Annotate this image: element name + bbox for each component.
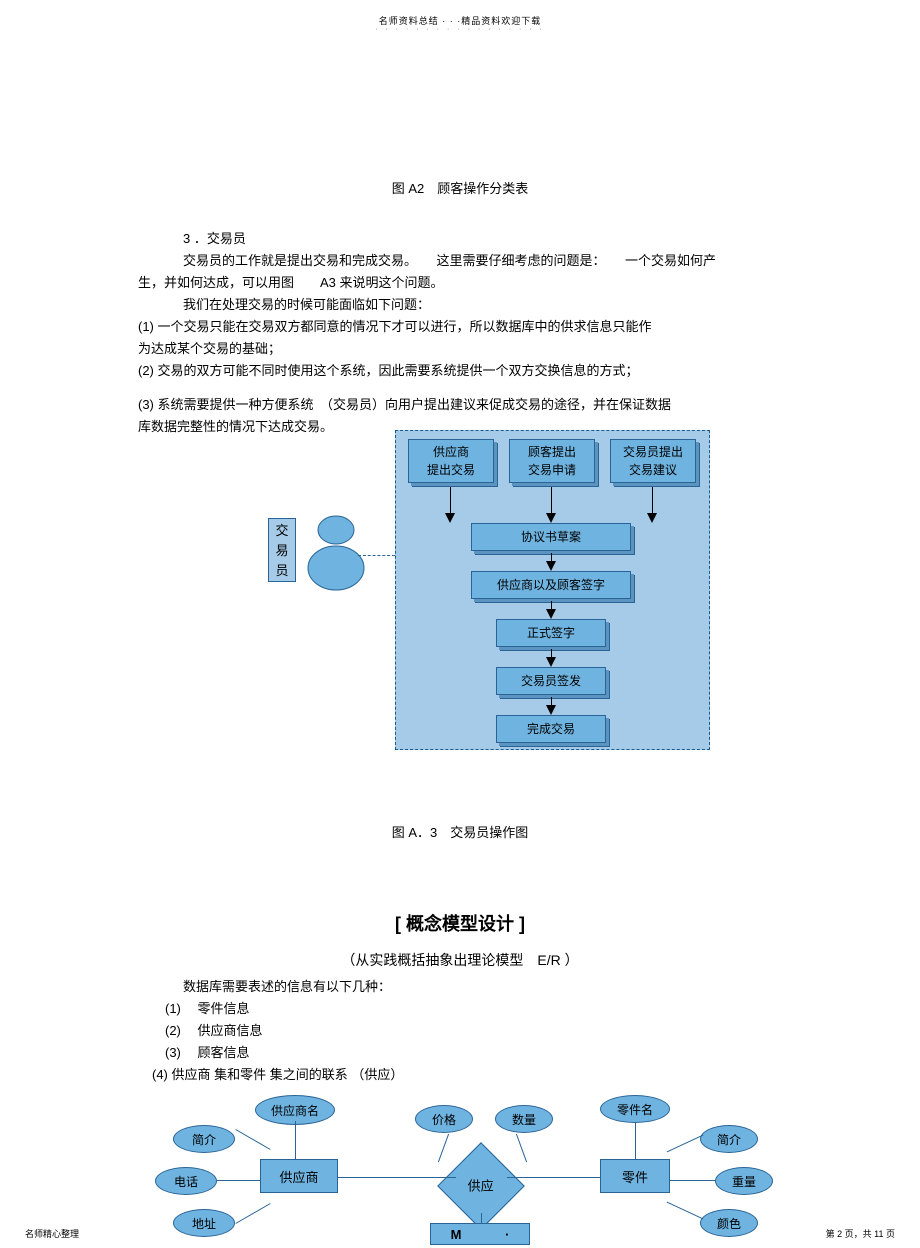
flowchart-container: 供应商 提出交易 顾客提出 交易申请 交易员提出 交易建议 协议书草案 供应商以… [395, 430, 710, 750]
concept-item-2: (2) 供应商信息 [165, 1020, 263, 1042]
er-line [217, 1180, 260, 1181]
er-line [295, 1121, 296, 1159]
concept-intro: 数据库需要表述的信息有以下几种： [183, 976, 391, 998]
flow-top-2-line2: 交易申请 [528, 463, 576, 477]
arrow-down-icon [647, 513, 657, 523]
flow-top-box-2: 顾客提出 交易申请 [509, 439, 595, 483]
para-3: 生，并如何达成，可以用图 A3 来说明这个问题。 [138, 272, 444, 294]
er-attr-address: 地址 [173, 1209, 235, 1237]
er-line [235, 1203, 270, 1224]
er-line [670, 1180, 715, 1181]
er-attr-price: 价格 [415, 1105, 473, 1133]
actor-label-3: 员 [275, 563, 288, 578]
er-relation-supply-label: 供应 [468, 1175, 494, 1194]
flow-top-2-line1: 顾客提出 [528, 445, 576, 459]
er-attr-intro-2: 简介 [700, 1125, 758, 1153]
er-attr-quantity: 数量 [495, 1105, 553, 1133]
para-9: 库数据完整性的情况下达成交易。 [138, 416, 333, 438]
section-subtitle: （从实践概括抽象出理论模型 E/R ） [0, 950, 920, 970]
section-title: [ 概念模型设计 ] [0, 910, 920, 936]
flow-step-3: 正式签字 [496, 619, 606, 647]
figure-a3-title: 图 A．3 交易员操作图 [0, 822, 920, 841]
er-line [338, 1177, 456, 1178]
er-line [667, 1202, 704, 1220]
arrow-down-icon [546, 513, 556, 523]
er-attr-phone: 电话 [155, 1167, 217, 1195]
er-attr-part-name: 零件名 [600, 1095, 670, 1123]
arrow-down-icon [546, 609, 556, 619]
er-attr-weight: 重量 [715, 1167, 773, 1195]
flow-top-box-1: 供应商 提出交易 [408, 439, 494, 483]
actor-connector-line [358, 555, 395, 556]
flow-top-3-line2: 交易建议 [629, 463, 677, 477]
para-1: 3 ．交易员 [183, 228, 246, 250]
para-8: (3) 系统需要提供一种方便系统 （交易员）向用户提出建议来促成交易的途径，并在… [138, 394, 671, 416]
er-entity-supplier: 供应商 [260, 1159, 338, 1193]
er-line [438, 1134, 449, 1163]
er-line [516, 1134, 527, 1163]
para-4: 我们在处理交易的时候可能面临如下问题： [183, 294, 430, 316]
flow-top-3-line1: 交易员提出 [623, 445, 683, 459]
arrow-line [652, 487, 653, 513]
flow-step-5: 完成交易 [496, 715, 606, 743]
er-line [481, 1213, 482, 1223]
arrow-down-icon [546, 657, 556, 667]
er-dot-label: · [505, 1227, 509, 1242]
para-5: (1) 一个交易只能在交易双方都同意的情况下才可以进行，所以数据库中的供求信息只… [138, 316, 652, 338]
para-6: 为达成某个交易的基础； [138, 338, 281, 360]
flow-top-1-line1: 供应商 [433, 445, 469, 459]
er-attr-intro: 简介 [173, 1125, 235, 1153]
concept-item-4: (4) 供应商 集和零件 集之间的联系 （供应） [152, 1064, 403, 1086]
actor-label-2: 易 [275, 543, 288, 558]
er-line [667, 1135, 704, 1153]
arrow-line [551, 487, 552, 513]
er-line [635, 1123, 636, 1159]
actor-container: 交 易 员 [268, 510, 378, 610]
flow-step-1: 协议书草案 [471, 523, 631, 551]
arrow-down-icon [445, 513, 455, 523]
er-line [235, 1129, 270, 1150]
para-2: 交易员的工作就是提出交易和完成交易。 这里需要仔细考虑的问题是： 一个交易如何产 [183, 250, 716, 272]
header-dots: · · · · · · · · · · · · · · · · · [0, 26, 920, 33]
arrow-down-icon [546, 705, 556, 715]
footer-left: 名师精心整理 [25, 1227, 79, 1240]
arrow-down-icon [546, 561, 556, 571]
flow-step-4: 交易员签发 [496, 667, 606, 695]
flow-step-2: 供应商以及顾客签字 [471, 571, 631, 599]
er-line [507, 1177, 600, 1178]
footer-right: 第 2 页，共 11 页 [826, 1227, 895, 1240]
er-m-box: M · [430, 1223, 530, 1245]
arrow-line [450, 487, 451, 513]
concept-item-1: (1) 零件信息 [165, 998, 250, 1020]
figure-a2-title: 图 A2 顾客操作分类表 [0, 178, 920, 197]
actor-box: 交 易 员 [268, 518, 296, 582]
para-7: (2) 交易的双方可能不同时使用这个系统，因此需要系统提供一个双方交换信息的方式… [138, 360, 639, 382]
er-diagram-container: 供应商名 简介 电话 地址 供应商 价格 数量 供应 M · 零件 零件名 简介… [155, 1095, 785, 1245]
flow-top-box-3: 交易员提出 交易建议 [610, 439, 696, 483]
actor-figure-icon [296, 510, 386, 610]
concept-item-3: (3) 顾客信息 [165, 1042, 250, 1064]
er-m-label: M [451, 1227, 462, 1242]
er-attr-color: 颜色 [700, 1209, 758, 1237]
flow-top-1-line2: 提出交易 [427, 463, 475, 477]
er-entity-part: 零件 [600, 1159, 670, 1193]
actor-label-1: 交 [275, 523, 288, 538]
